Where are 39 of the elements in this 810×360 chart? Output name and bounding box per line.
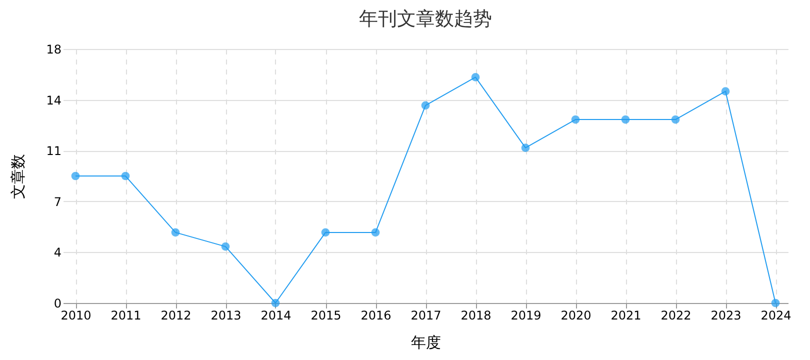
x-tick-label: 2022 bbox=[660, 308, 692, 322]
point bbox=[271, 298, 280, 308]
point bbox=[121, 172, 130, 180]
y-tick-label: 4 bbox=[54, 246, 62, 260]
x-tick-label: 2018 bbox=[460, 308, 492, 322]
x-tick-label: 2010 bbox=[60, 308, 92, 322]
point bbox=[421, 101, 430, 110]
x-tick-label: 2024 bbox=[760, 308, 792, 322]
point bbox=[371, 228, 380, 237]
x-tick-label: 2014 bbox=[260, 308, 292, 322]
y-axis-title: 文章数 bbox=[9, 154, 28, 199]
point bbox=[471, 73, 480, 82]
y-tick-label: 11 bbox=[46, 144, 62, 158]
chart-title: 年刊文章数趋势 bbox=[359, 8, 492, 30]
x-tick-label: 2015 bbox=[310, 308, 342, 322]
point bbox=[771, 298, 780, 308]
x-tick-label: 2017 bbox=[410, 308, 442, 322]
x-tick-label: 2019 bbox=[510, 308, 542, 322]
x-tick-label: 2011 bbox=[110, 308, 142, 322]
point bbox=[221, 242, 230, 251]
x-tick-label: 2013 bbox=[210, 308, 242, 322]
y-tick-label: 14 bbox=[46, 93, 62, 108]
y-tick-label: 7 bbox=[54, 194, 62, 209]
x-axis-title: 年度 bbox=[411, 334, 441, 352]
point bbox=[321, 228, 330, 237]
point bbox=[521, 144, 530, 152]
x-tick-label: 2020 bbox=[560, 308, 592, 322]
x-tick-label: 2016 bbox=[360, 308, 392, 322]
x-tick-label: 2023 bbox=[710, 308, 742, 322]
point bbox=[671, 115, 680, 124]
y-tick-label: 18 bbox=[46, 42, 62, 56]
point bbox=[171, 228, 180, 237]
x-tick-label: 2021 bbox=[610, 308, 642, 322]
point bbox=[721, 87, 730, 96]
point bbox=[571, 115, 580, 124]
y-tick-label: 0 bbox=[54, 296, 62, 310]
point bbox=[621, 115, 630, 124]
x-tick-label: 2012 bbox=[160, 308, 192, 322]
point bbox=[71, 172, 80, 180]
